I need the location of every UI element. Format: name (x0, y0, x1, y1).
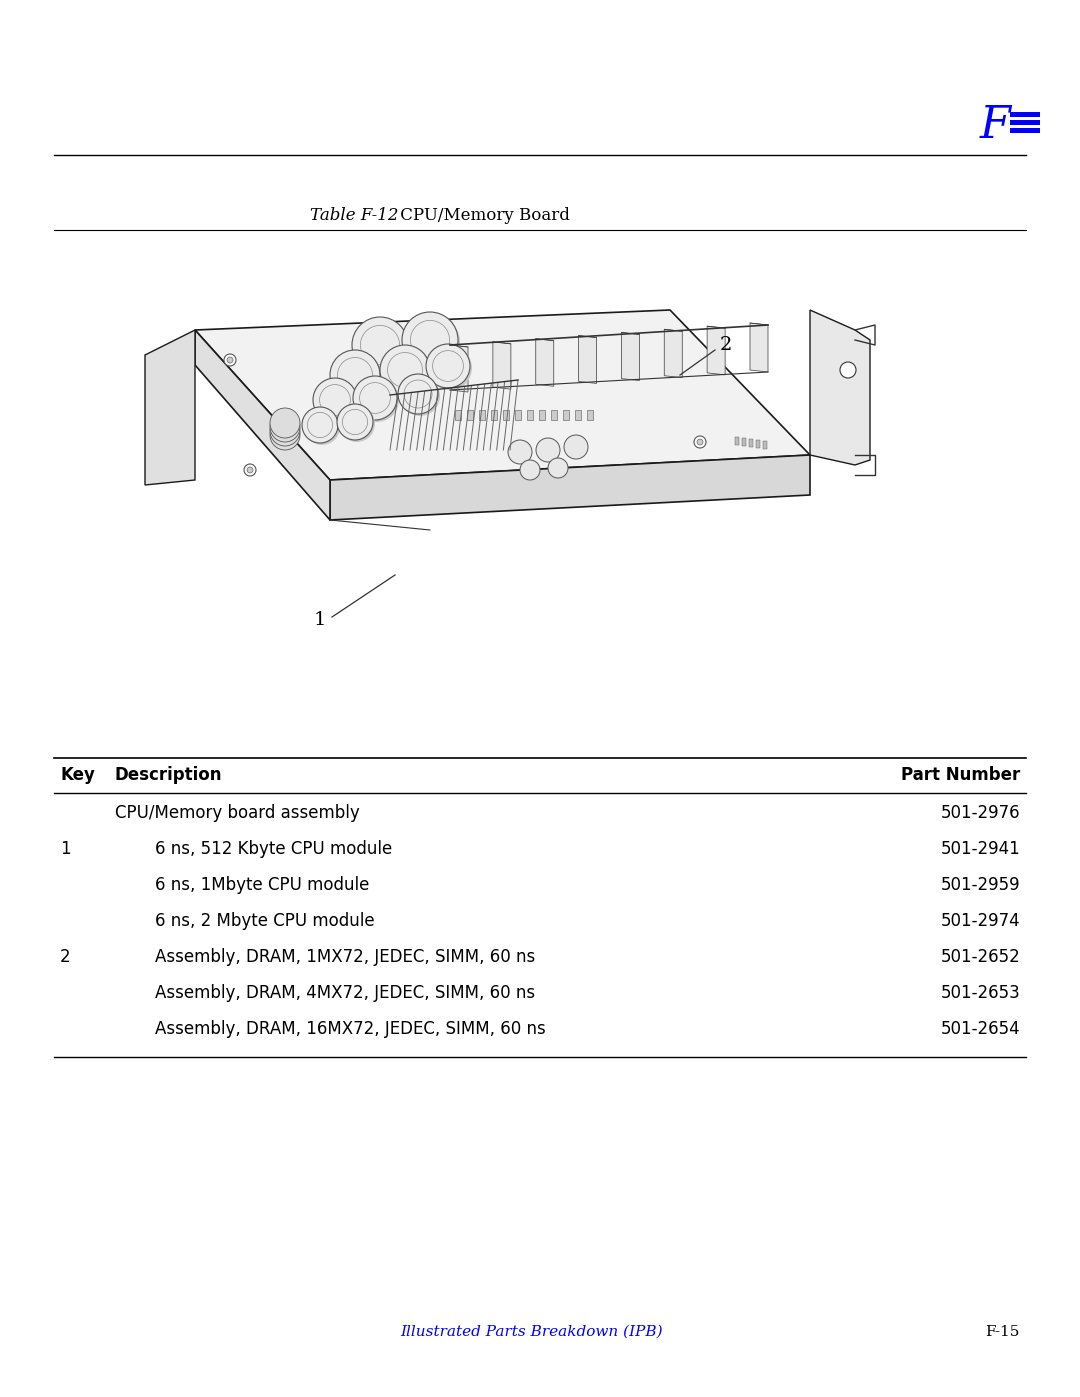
Text: 501-2959: 501-2959 (941, 876, 1020, 894)
Circle shape (352, 317, 408, 373)
Circle shape (303, 409, 340, 446)
Circle shape (697, 439, 703, 446)
Text: 501-2974: 501-2974 (941, 912, 1020, 930)
Circle shape (428, 346, 472, 390)
Text: Assembly, DRAM, 16MX72, JEDEC, SIMM, 60 ns: Assembly, DRAM, 16MX72, JEDEC, SIMM, 60 … (156, 1020, 545, 1038)
Polygon shape (579, 335, 596, 383)
Text: 501-2654: 501-2654 (941, 1020, 1020, 1038)
FancyBboxPatch shape (563, 409, 569, 420)
Circle shape (247, 467, 253, 474)
Circle shape (840, 362, 856, 379)
Circle shape (270, 416, 300, 446)
Circle shape (354, 319, 410, 374)
Circle shape (380, 345, 430, 395)
FancyBboxPatch shape (551, 409, 557, 420)
FancyBboxPatch shape (588, 409, 593, 420)
Circle shape (694, 436, 706, 448)
Circle shape (315, 380, 359, 425)
Circle shape (382, 346, 432, 397)
Text: 6 ns, 512 Kbyte CPU module: 6 ns, 512 Kbyte CPU module (156, 840, 392, 858)
FancyBboxPatch shape (750, 439, 753, 447)
Text: Description: Description (114, 766, 222, 784)
Text: F: F (980, 103, 1011, 147)
Polygon shape (330, 455, 810, 520)
Circle shape (244, 464, 256, 476)
Circle shape (404, 314, 460, 370)
Polygon shape (450, 345, 468, 393)
Circle shape (270, 420, 300, 450)
FancyBboxPatch shape (575, 409, 581, 420)
Circle shape (227, 358, 233, 363)
Polygon shape (750, 323, 768, 372)
Circle shape (302, 407, 338, 443)
Polygon shape (707, 326, 725, 374)
Text: 2: 2 (60, 949, 70, 965)
Circle shape (332, 352, 382, 402)
Circle shape (399, 374, 438, 414)
FancyBboxPatch shape (735, 437, 739, 446)
Circle shape (548, 458, 568, 478)
Circle shape (270, 408, 300, 439)
FancyBboxPatch shape (491, 409, 497, 420)
Text: 6 ns, 1Mbyte CPU module: 6 ns, 1Mbyte CPU module (156, 876, 369, 894)
Text: CPU/Memory board assembly: CPU/Memory board assembly (114, 805, 360, 821)
Text: 1: 1 (314, 610, 326, 629)
Polygon shape (145, 330, 195, 485)
Circle shape (508, 440, 532, 464)
Text: Key: Key (60, 766, 95, 784)
Circle shape (402, 312, 458, 367)
Text: 501-2976: 501-2976 (941, 805, 1020, 821)
FancyBboxPatch shape (1010, 129, 1040, 133)
Polygon shape (492, 342, 511, 390)
Text: 501-2652: 501-2652 (941, 949, 1020, 965)
Circle shape (355, 379, 399, 422)
FancyBboxPatch shape (503, 409, 509, 420)
Text: 2: 2 (720, 337, 732, 353)
Circle shape (330, 351, 380, 400)
Text: F-15: F-15 (986, 1324, 1020, 1338)
Polygon shape (810, 310, 870, 465)
Text: CPU/Memory Board: CPU/Memory Board (395, 207, 570, 224)
Text: Illustrated Parts Breakdown (IPB): Illustrated Parts Breakdown (IPB) (400, 1324, 663, 1338)
Text: 6 ns, 2 Mbyte CPU module: 6 ns, 2 Mbyte CPU module (156, 912, 375, 930)
FancyBboxPatch shape (467, 409, 473, 420)
Text: 501-2941: 501-2941 (941, 840, 1020, 858)
Text: Part Number: Part Number (901, 766, 1020, 784)
FancyBboxPatch shape (742, 439, 746, 446)
Polygon shape (664, 330, 683, 377)
FancyBboxPatch shape (762, 441, 767, 448)
Polygon shape (621, 332, 639, 380)
FancyBboxPatch shape (756, 440, 760, 448)
Circle shape (313, 379, 357, 422)
Circle shape (270, 412, 300, 441)
Text: 501-2653: 501-2653 (941, 983, 1020, 1002)
Circle shape (353, 376, 397, 420)
FancyBboxPatch shape (527, 409, 534, 420)
Text: Assembly, DRAM, 4MX72, JEDEC, SIMM, 60 ns: Assembly, DRAM, 4MX72, JEDEC, SIMM, 60 n… (156, 983, 535, 1002)
Text: Assembly, DRAM, 1MX72, JEDEC, SIMM, 60 ns: Assembly, DRAM, 1MX72, JEDEC, SIMM, 60 n… (156, 949, 536, 965)
Circle shape (339, 407, 375, 441)
Circle shape (400, 376, 440, 416)
Text: 1: 1 (60, 840, 70, 858)
Polygon shape (195, 310, 810, 481)
FancyBboxPatch shape (480, 409, 485, 420)
Polygon shape (195, 330, 330, 520)
FancyBboxPatch shape (515, 409, 521, 420)
Circle shape (224, 353, 237, 366)
Circle shape (337, 404, 373, 440)
Circle shape (426, 344, 470, 388)
Circle shape (519, 460, 540, 481)
Text: Table F-12: Table F-12 (310, 207, 399, 224)
FancyBboxPatch shape (539, 409, 545, 420)
FancyBboxPatch shape (455, 409, 461, 420)
FancyBboxPatch shape (1010, 120, 1040, 124)
Polygon shape (536, 338, 554, 387)
Circle shape (536, 439, 561, 462)
Circle shape (564, 434, 588, 460)
FancyBboxPatch shape (1010, 112, 1040, 117)
